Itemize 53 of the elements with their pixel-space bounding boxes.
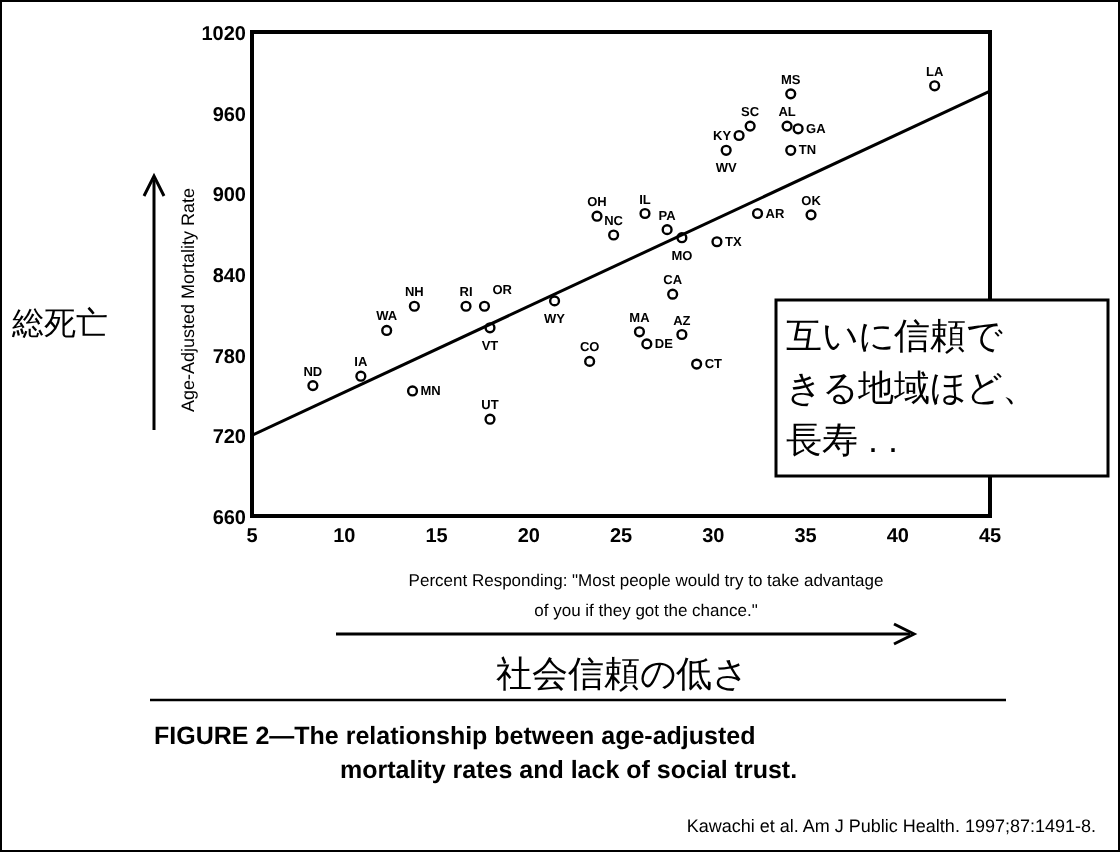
point bbox=[751, 207, 764, 220]
point bbox=[785, 88, 797, 100]
point bbox=[733, 129, 745, 142]
point bbox=[548, 295, 561, 307]
point bbox=[691, 358, 703, 370]
point bbox=[676, 328, 688, 341]
point bbox=[608, 229, 620, 241]
x-tick-label: 30 bbox=[702, 526, 726, 548]
y-tick-label: 1020 bbox=[201, 24, 247, 46]
point bbox=[661, 224, 673, 236]
y-tick-label: 780 bbox=[212, 346, 247, 369]
point bbox=[744, 120, 756, 132]
y-tick-label: 960 bbox=[212, 104, 247, 127]
point bbox=[591, 210, 603, 222]
point bbox=[408, 300, 420, 312]
x-tick-label: 10 bbox=[333, 526, 357, 548]
y-tick-label: 720 bbox=[212, 427, 247, 450]
point bbox=[929, 80, 941, 92]
point bbox=[478, 300, 491, 312]
point bbox=[781, 120, 793, 132]
x-tick-label: 40 bbox=[886, 526, 910, 548]
y-axis-title: Age-Adjusted Mortality Rate bbox=[178, 187, 198, 413]
point bbox=[720, 144, 732, 156]
point bbox=[381, 324, 393, 337]
annotation: 互いに信頼できる地域ほど、長寿 . . bbox=[786, 316, 1038, 460]
text: 総死亡 bbox=[10, 306, 108, 342]
text: FIGURE 2—The relationship between age-adjusted mortality rates and lack of social trust. bbox=[154, 722, 798, 784]
x-tick-label: 5 bbox=[246, 526, 259, 548]
text: Kawachi et al. Am J Public Health. 1997;87:1491-8. bbox=[686, 816, 1096, 836]
point bbox=[641, 338, 653, 350]
point bbox=[711, 236, 723, 248]
y-tick-label: 660 bbox=[212, 508, 247, 530]
x-tick-label: 15 bbox=[425, 526, 449, 548]
point bbox=[792, 123, 804, 135]
x-tick-label: 25 bbox=[609, 526, 633, 548]
point bbox=[805, 209, 817, 221]
point bbox=[633, 326, 646, 338]
point bbox=[667, 288, 679, 300]
point bbox=[584, 355, 596, 367]
point bbox=[355, 370, 367, 382]
y-tick-label: 900 bbox=[212, 185, 247, 208]
point bbox=[639, 207, 651, 220]
x-tick-label: 35 bbox=[794, 526, 818, 548]
x-tick-label: 20 bbox=[517, 526, 541, 548]
x-axis-title: Percent Responding: "Most people would try to take advantage of you if they got the chance." bbox=[408, 570, 884, 620]
point bbox=[460, 300, 472, 312]
point bbox=[785, 144, 797, 156]
point bbox=[484, 413, 496, 425]
y-tick-label: 840 bbox=[212, 266, 247, 288]
x-tick-label: 45 bbox=[978, 526, 1002, 548]
text: 社会信頼の低さ bbox=[496, 654, 748, 694]
point bbox=[406, 385, 419, 397]
point bbox=[307, 379, 319, 392]
